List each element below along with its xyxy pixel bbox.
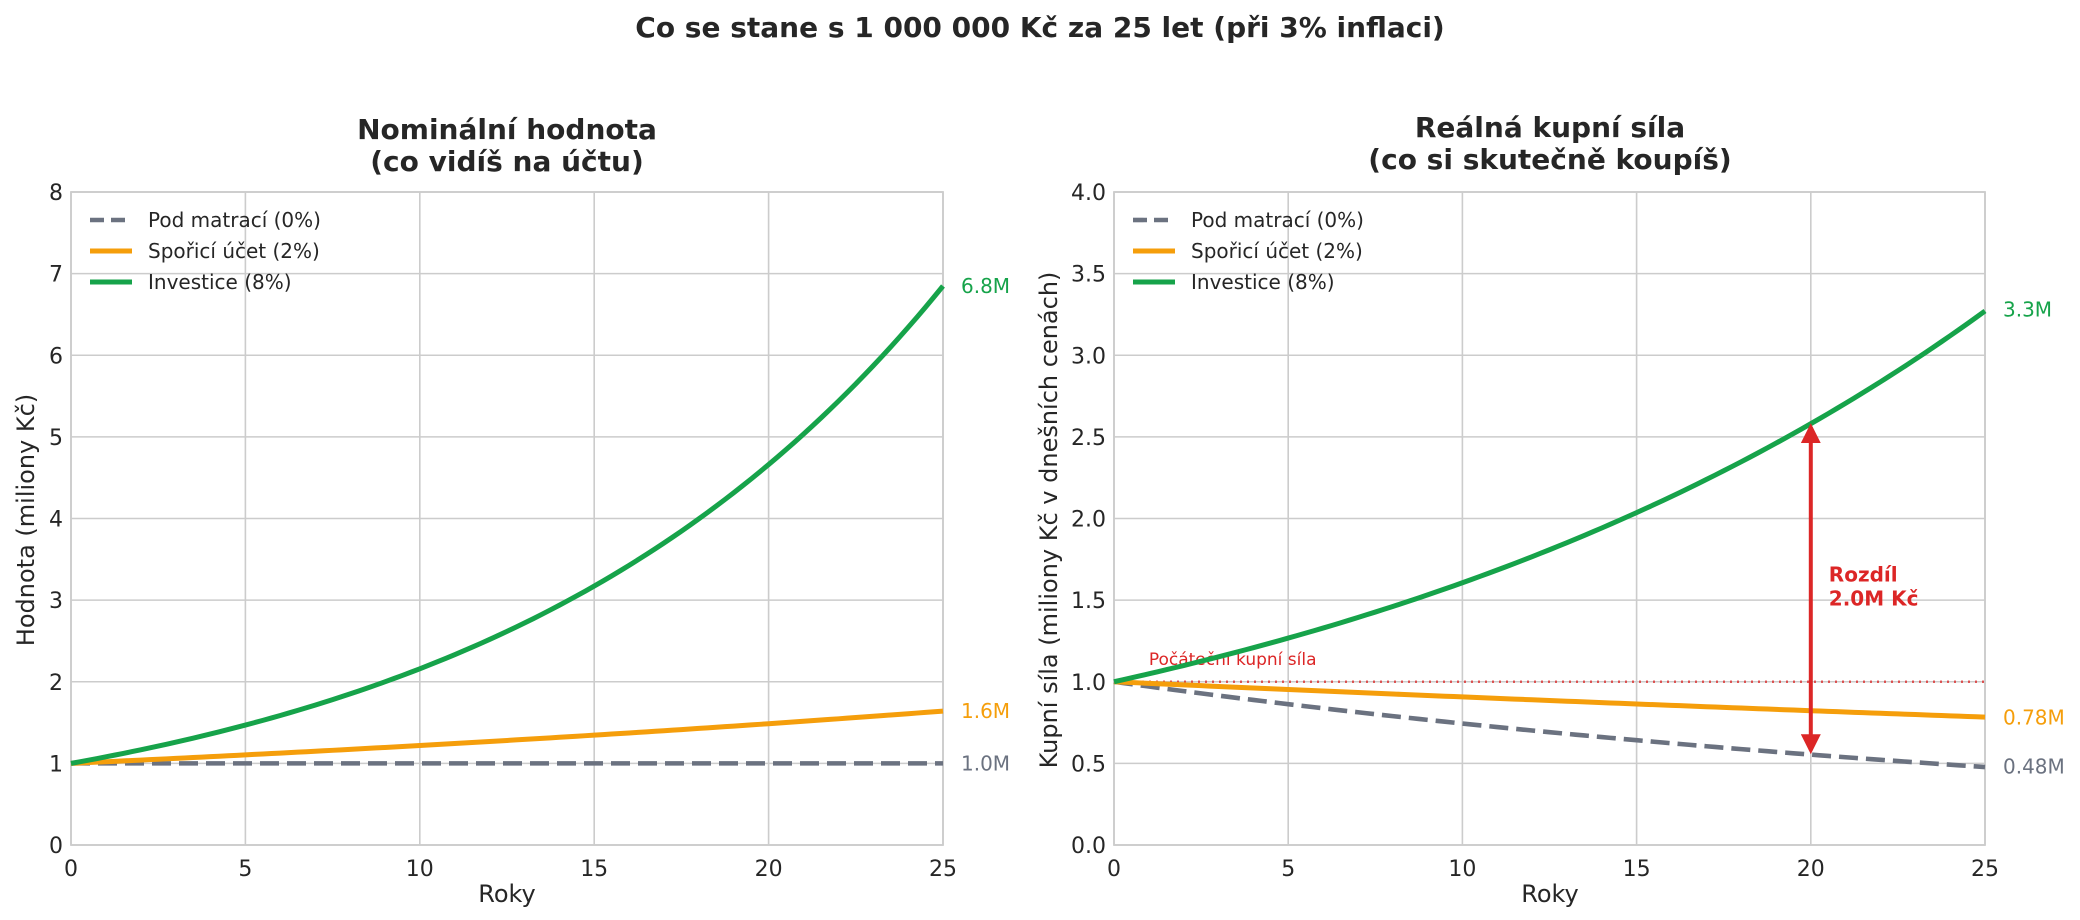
nominal-end-labels: 6.8M 1.6M 1.0M bbox=[961, 274, 1010, 776]
real-legend-label-mattress: Pod matrací (0%) bbox=[1191, 208, 1364, 232]
real-end-label-savings: 0.78M bbox=[2003, 706, 2065, 730]
difference-label-line2: 2.0M Kč bbox=[1829, 587, 1919, 611]
real-y-tick-label: 2.5 bbox=[1071, 426, 1106, 451]
real-series-lines bbox=[1113, 309, 1987, 770]
real-tick-labels: 0 5 10 15 20 25 0.0 0.5 1.0 1.5 2.0 2.5 3.0 3.5 4.0 bbox=[1071, 181, 1999, 882]
figure-title: Co se stane s 1 000 000 Kč za 25 let (př… bbox=[635, 11, 1444, 44]
real-end-label-mattress: 0.48M bbox=[2003, 755, 2065, 779]
real-legend-label-savings: Spořicí účet (2%) bbox=[1191, 239, 1363, 263]
nominal-y-tick-label: 5 bbox=[49, 426, 63, 451]
real-purchasing-power-chart: Reálná kupní síla (co si skutečně koupíš… bbox=[1035, 111, 2065, 908]
real-y-tick-label: 0.5 bbox=[1071, 752, 1106, 777]
real-x-tick-label: 0 bbox=[1107, 857, 1121, 882]
nominal-y-tick-label: 6 bbox=[49, 344, 63, 369]
nominal-legend: Pod matrací (0%) Spořicí účet (2%) Investi… bbox=[90, 208, 321, 294]
difference-annotation: Rozdíl 2.0M Kč bbox=[1800, 423, 1919, 755]
real-y-axis-label: Kupní síla (miliony Kč v dnešních cenách… bbox=[1035, 272, 1063, 769]
real-y-tick-label: 1.0 bbox=[1071, 671, 1106, 696]
nominal-y-axis-label: Hodnota (miliony Kč) bbox=[12, 394, 40, 646]
nominal-series-lines bbox=[70, 284, 945, 766]
nominal-y-tick-label: 3 bbox=[49, 589, 63, 614]
difference-label-line1: Rozdíl bbox=[1829, 563, 1898, 587]
real-chart-title-line1: Reálná kupní síla bbox=[1415, 111, 1685, 144]
real-y-tick-label: 1.5 bbox=[1071, 589, 1106, 614]
nominal-y-tick-label: 7 bbox=[49, 263, 63, 288]
nominal-chart-title-line1: Nominální hodnota bbox=[357, 113, 657, 146]
nominal-y-tick-label: 4 bbox=[49, 508, 63, 533]
real-series-mattress bbox=[1113, 679, 1986, 770]
nominal-end-label-savings: 1.6M bbox=[961, 699, 1010, 723]
nominal-x-tick-label: 10 bbox=[406, 857, 434, 882]
nominal-y-tick-label: 1 bbox=[49, 752, 63, 777]
real-x-axis-label: Roky bbox=[1521, 880, 1579, 908]
nominal-end-label-mattress: 1.0M bbox=[961, 751, 1010, 775]
nominal-y-tick-label: 8 bbox=[49, 181, 63, 206]
real-x-tick-label: 5 bbox=[1281, 857, 1295, 882]
nominal-x-tick-label: 20 bbox=[755, 857, 783, 882]
nominal-y-tick-label: 0 bbox=[49, 834, 63, 859]
nominal-value-chart: Nominální hodnota (co vidíš na účtu) 0 5 1… bbox=[12, 113, 1010, 908]
real-x-tick-label: 15 bbox=[1623, 857, 1651, 882]
nominal-plot-frame bbox=[70, 191, 944, 846]
real-chart-title-line2: (co si skutečně koupíš) bbox=[1368, 143, 1731, 176]
nominal-x-tick-label: 15 bbox=[580, 857, 608, 882]
real-y-tick-label: 0.0 bbox=[1071, 834, 1106, 859]
real-x-tick-label: 10 bbox=[1448, 857, 1476, 882]
real-series-investment bbox=[1113, 309, 1987, 685]
nominal-y-tick-label: 2 bbox=[49, 671, 63, 696]
real-x-tick-label: 20 bbox=[1797, 857, 1825, 882]
nominal-chart-title-line2: (co vidíš na účtu) bbox=[370, 145, 644, 178]
real-legend: Pod matrací (0%) Spořicí účet (2%) Investi… bbox=[1133, 208, 1364, 294]
nominal-x-tick-label: 25 bbox=[929, 857, 957, 882]
nominal-x-tick-label: 5 bbox=[238, 857, 252, 882]
nominal-series-savings bbox=[70, 708, 944, 766]
nominal-x-tick-label: 0 bbox=[64, 857, 78, 882]
nominal-legend-label-mattress: Pod matrací (0%) bbox=[148, 208, 321, 232]
nominal-legend-label-investment: Investice (8%) bbox=[148, 270, 292, 294]
nominal-end-label-investment: 6.8M bbox=[961, 274, 1010, 298]
nominal-x-axis-label: Roky bbox=[478, 880, 536, 908]
real-y-tick-label: 3.0 bbox=[1071, 344, 1106, 369]
real-legend-label-investment: Investice (8%) bbox=[1191, 270, 1335, 294]
real-series-savings bbox=[1113, 679, 1986, 720]
real-reference-line-group: Počáteční kupní síla bbox=[1114, 650, 1985, 683]
nominal-gridlines bbox=[70, 191, 944, 846]
nominal-series-investment bbox=[70, 284, 945, 766]
real-x-tick-label: 25 bbox=[1971, 857, 1999, 882]
nominal-legend-label-savings: Spořicí účet (2%) bbox=[148, 239, 320, 263]
real-plot-frame bbox=[1113, 191, 1986, 846]
real-end-label-investment: 3.3M bbox=[2003, 298, 2052, 322]
real-end-labels: 3.3M 0.78M 0.48M bbox=[2003, 298, 2065, 779]
real-y-tick-label: 3.5 bbox=[1071, 263, 1106, 288]
real-y-tick-label: 2.0 bbox=[1071, 508, 1106, 533]
nominal-tick-labels: 0 5 10 15 20 25 0 1 2 3 4 5 6 7 8 bbox=[49, 181, 957, 882]
real-y-tick-label: 4.0 bbox=[1071, 181, 1106, 206]
